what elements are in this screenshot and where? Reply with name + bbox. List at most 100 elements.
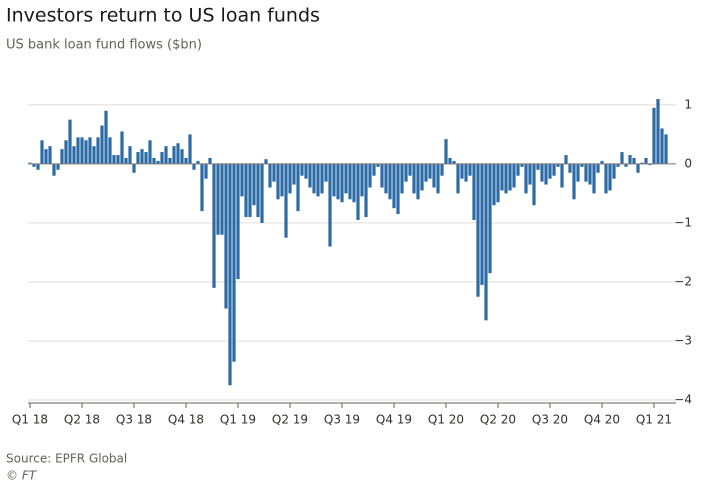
bar [624, 163, 628, 167]
bar [276, 163, 280, 200]
bar [152, 157, 156, 164]
bar [464, 163, 468, 182]
bar [340, 163, 344, 203]
bar [32, 163, 36, 167]
bar [284, 163, 288, 238]
bar [216, 163, 220, 235]
bar [596, 163, 600, 173]
bar [588, 163, 592, 185]
bar [112, 155, 116, 164]
bar [552, 163, 556, 176]
x-tick-label: Q2 18 [64, 413, 100, 427]
bar [176, 143, 180, 164]
bar [116, 155, 120, 164]
bar [664, 134, 668, 164]
bar [660, 128, 664, 164]
x-tick-label: Q4 19 [376, 413, 412, 427]
bar [420, 163, 424, 191]
bar [540, 163, 544, 182]
credit: © FT [6, 469, 38, 483]
bar [100, 125, 104, 164]
bar [608, 163, 612, 191]
bar [132, 163, 136, 173]
bar [60, 149, 64, 164]
bar [480, 163, 484, 285]
bar [656, 98, 660, 164]
bar [632, 157, 636, 164]
bar [272, 163, 276, 182]
bar [532, 163, 536, 206]
x-tick-label: Q2 19 [272, 413, 308, 427]
bar [580, 163, 584, 167]
bar [468, 163, 472, 176]
bar [516, 163, 520, 176]
y-tick-label: −1 [674, 215, 692, 229]
bar [400, 163, 404, 194]
bar [48, 146, 52, 164]
bar [324, 163, 328, 182]
bar [140, 149, 144, 164]
bar [236, 163, 240, 280]
bar [536, 163, 540, 170]
bar [604, 163, 608, 194]
bar [520, 163, 524, 167]
bar [568, 163, 572, 173]
bar [628, 155, 632, 164]
bar [196, 160, 200, 164]
bar [600, 160, 604, 164]
bar [228, 163, 232, 386]
bar [136, 152, 140, 164]
bar [312, 163, 316, 194]
bar [432, 163, 436, 188]
bar [584, 163, 588, 182]
bar [360, 163, 364, 197]
bar [192, 163, 196, 170]
bar [128, 146, 132, 164]
bar [76, 137, 80, 164]
bar [40, 140, 44, 164]
bar [308, 163, 312, 188]
x-tick-label: Q2 20 [480, 413, 516, 427]
bar [280, 163, 284, 197]
bar [68, 119, 72, 164]
bar [560, 163, 564, 188]
bar [248, 163, 252, 218]
bar [640, 162, 644, 164]
bar [164, 146, 168, 164]
bar [232, 163, 236, 362]
bar [348, 163, 352, 200]
bar [412, 163, 416, 194]
chart-title: Investors return to US loan funds [6, 5, 320, 27]
bar [44, 149, 48, 164]
bar [224, 163, 228, 309]
y-tick-label: 0 [684, 156, 692, 170]
bar [572, 163, 576, 200]
bar [416, 163, 420, 200]
bar [36, 163, 40, 170]
bar [548, 163, 552, 179]
bar [120, 131, 124, 164]
bar [184, 157, 188, 164]
bar [144, 152, 148, 164]
bar [576, 163, 580, 182]
bar [376, 163, 380, 167]
bar [304, 163, 308, 179]
bar [208, 157, 212, 164]
bar [92, 146, 96, 164]
bar [96, 137, 100, 164]
bar [384, 163, 388, 194]
bar [52, 163, 56, 176]
bar [484, 163, 488, 321]
x-tick-label: Q3 20 [532, 413, 568, 427]
bar [288, 163, 292, 194]
bar [296, 163, 300, 212]
bar [488, 163, 492, 274]
bar [564, 155, 568, 164]
bar [64, 140, 68, 164]
bar [80, 137, 84, 164]
bar [240, 163, 244, 197]
x-tick-label: Q1 18 [12, 413, 48, 427]
bar [28, 162, 32, 164]
bar [460, 163, 464, 179]
